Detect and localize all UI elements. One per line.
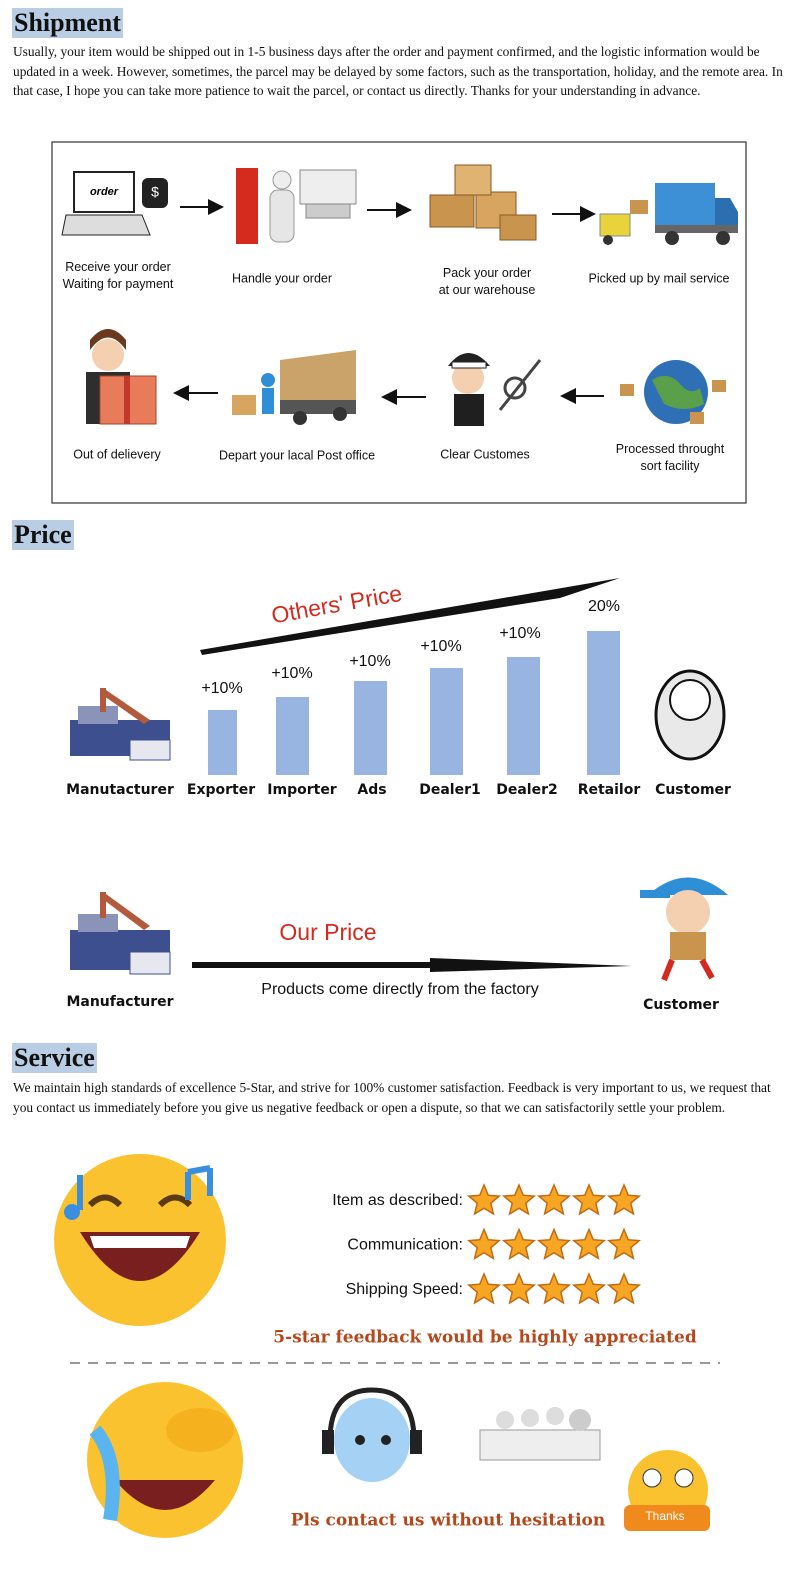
rating-star <box>466 1272 502 1305</box>
increment-label: +10% <box>420 638 461 655</box>
rating-star <box>606 1183 642 1216</box>
icon-laughing-emoji <box>54 1154 226 1326</box>
section-title: Service <box>12 1043 97 1073</box>
icon-delivery-boy <box>640 877 728 982</box>
chain-label: Retailor <box>578 782 641 798</box>
manufacturer-label: Manufacturer <box>66 994 173 1010</box>
section-title: Price <box>12 520 74 550</box>
price-wedge <box>200 578 620 655</box>
icon-boxes <box>429 164 537 241</box>
icon-call-center <box>479 1407 601 1461</box>
step-label: Receive your order <box>65 260 171 274</box>
shipment-text: Usually, your item would be shipped out … <box>13 44 783 98</box>
rating-label: Shipping Speed: <box>346 1281 463 1298</box>
step-label: Processed throught <box>616 442 725 456</box>
icon-thanks-emoji <box>624 1450 710 1531</box>
step-label: sort facility <box>640 459 700 473</box>
thanks-label: Thanks <box>645 1509 684 1523</box>
step-label: Waiting for payment <box>63 277 174 291</box>
rating-star <box>571 1183 607 1216</box>
rating-star <box>606 1272 642 1305</box>
step-label: Pack your order <box>443 266 531 280</box>
icon-sad-customer <box>654 669 726 761</box>
chain-label: Manutacturer <box>66 782 174 798</box>
rating-star <box>536 1183 572 1216</box>
chain-label: Customer <box>655 782 731 798</box>
icon-globe <box>620 360 726 424</box>
feedback-appeal: 5-star feedback would be highly apprecia… <box>273 1328 697 1348</box>
direct-arrow <box>192 958 632 972</box>
increment-label: +10% <box>349 653 390 670</box>
contact-note: Pls contact us without hesitation <box>291 1511 605 1531</box>
icon-truck <box>599 183 738 245</box>
price-bars <box>208 631 620 775</box>
rating-label: Communication: <box>347 1237 463 1254</box>
icon-text: order <box>90 186 119 198</box>
our-price-note: Products come directly from the factory <box>261 981 538 998</box>
rating-label: Item as described: <box>332 1192 463 1209</box>
rating-star <box>466 1183 502 1216</box>
icon-crying-emoji <box>87 1382 243 1538</box>
customer-label: Customer <box>643 997 719 1013</box>
rating-star <box>501 1227 537 1260</box>
icon-gift-person <box>86 329 157 425</box>
chain-label: Dealer2 <box>496 782 558 798</box>
chain-label: Dealer1 <box>419 782 481 798</box>
rating-star <box>571 1272 607 1305</box>
rating-star <box>606 1227 642 1260</box>
step-label: Clear Customes <box>440 447 530 461</box>
our-price-label: Our Price <box>279 919 376 945</box>
icon-van <box>232 350 356 425</box>
rating-star <box>536 1272 572 1305</box>
icon-work <box>236 168 357 244</box>
chain-label: Importer <box>267 782 337 798</box>
icon-factory <box>70 892 171 975</box>
increment-label: +10% <box>499 625 540 642</box>
step-label: Picked up by mail service <box>588 271 729 285</box>
icon-computer: order $ <box>61 171 168 236</box>
increment-label: +10% <box>271 665 312 682</box>
chain-label: Exporter <box>187 782 255 798</box>
step-label: Depart your lacal Post office <box>219 448 375 462</box>
icon-factory <box>70 688 171 761</box>
rating-star <box>536 1227 572 1260</box>
rating-star <box>501 1183 537 1216</box>
step-label: Out of delievery <box>73 447 161 461</box>
rating-star <box>466 1227 502 1260</box>
increment-label: 20% <box>588 598 620 615</box>
increment-label: +10% <box>201 680 242 697</box>
rating-star <box>571 1227 607 1260</box>
chain-label: Ads <box>357 782 386 798</box>
service-text: We maintain high standards of excellence… <box>13 1080 771 1115</box>
icon-customs <box>448 353 542 426</box>
icon-headset <box>322 1387 422 1482</box>
step-label: Handle your order <box>232 271 332 285</box>
rating-star <box>501 1272 537 1305</box>
step-label: at our warehouse <box>439 283 536 297</box>
section-title: Shipment <box>12 8 123 38</box>
svg-text:$: $ <box>151 184 159 200</box>
